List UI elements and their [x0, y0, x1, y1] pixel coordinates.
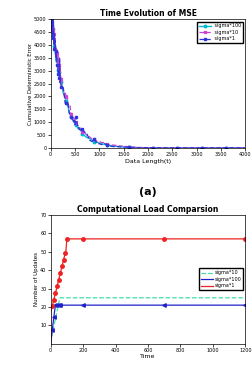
 sigma*100: [49, 11, 52, 15]
 sigma*100: [49, 10, 52, 15]
Line: sigma*1: sigma*1: [50, 239, 244, 344]
sigma*1: [60, 264, 63, 269]
Text: (a): (a): [139, 186, 156, 197]
sigma*10: [50, 332, 53, 337]
 sigma*1: [233, 146, 236, 150]
 sigma*10: [88, 134, 91, 139]
sigma*1: [52, 298, 55, 303]
sigma*10: [52, 325, 55, 330]
 sigma*100: [127, 145, 130, 149]
sigma*100: [49, 342, 52, 346]
sigma*1: [186, 236, 189, 241]
 sigma*10: [243, 146, 246, 150]
 sigma*100: [66, 104, 69, 109]
 sigma*10: [49, 8, 52, 13]
Line: sigma*10: sigma*10: [50, 298, 244, 344]
 sigma*1: [52, 39, 55, 44]
 sigma*100: [52, 39, 55, 44]
X-axis label: Data Length(t): Data Length(t): [124, 159, 170, 163]
sigma*100: [50, 328, 53, 332]
 sigma*10: [52, 24, 55, 29]
sigma*100: [51, 325, 54, 330]
sigma*1: [49, 342, 52, 346]
 sigma*100: [151, 146, 154, 150]
Y-axis label: Cumulative Deterministic Error: Cumulative Deterministic Error: [27, 42, 33, 125]
sigma*1: [64, 251, 67, 256]
 sigma*10: [233, 146, 236, 150]
sigma*1: [65, 236, 68, 241]
 sigma*10: [161, 146, 164, 150]
 sigma*100: [88, 136, 91, 141]
 sigma*1: [51, 34, 54, 39]
Title: Computational Load Comparsion: Computational Load Comparsion: [77, 205, 218, 214]
sigma*10: [61, 296, 64, 300]
 sigma*1: [151, 146, 154, 150]
Line:  sigma*10: sigma*10: [49, 0, 246, 149]
sigma*10: [186, 296, 189, 300]
sigma*10: [64, 296, 67, 300]
sigma*100: [243, 303, 246, 308]
Y-axis label: Number of Updates: Number of Updates: [34, 253, 39, 306]
sigma*100: [64, 303, 67, 308]
 sigma*1: [88, 138, 91, 142]
 sigma*1: [49, 0, 52, 1]
sigma*1: [51, 303, 54, 307]
sigma*1: [243, 236, 246, 241]
 sigma*10: [127, 144, 130, 149]
Legend:  sigma*100,  sigma*10,  sigma*1: sigma*100, sigma*10, sigma*1: [197, 21, 242, 43]
sigma*100: [186, 303, 189, 308]
sigma*10: [58, 296, 61, 300]
 sigma*1: [66, 101, 69, 105]
Line:  sigma*100: sigma*100: [49, 11, 246, 149]
X-axis label: Time: Time: [140, 354, 155, 359]
 sigma*100: [233, 146, 236, 150]
 sigma*100: [51, 28, 54, 32]
Legend: sigma*10, sigma*100, sigma*1: sigma*10, sigma*100, sigma*1: [198, 269, 242, 290]
sigma*1: [50, 304, 53, 309]
Title: Time Evolution of MSE: Time Evolution of MSE: [99, 9, 196, 18]
Line: sigma*100: sigma*100: [50, 305, 244, 344]
sigma*10: [51, 330, 54, 335]
 sigma*10: [66, 104, 69, 108]
 sigma*10: [51, 33, 54, 37]
Line:  sigma*1: sigma*1: [49, 0, 246, 149]
 sigma*1: [243, 146, 246, 150]
 sigma*1: [127, 145, 130, 149]
sigma*10: [49, 342, 52, 346]
 sigma*100: [243, 146, 246, 150]
sigma*100: [52, 316, 55, 321]
sigma*100: [61, 303, 64, 308]
sigma*10: [243, 296, 246, 300]
sigma*100: [54, 303, 57, 308]
